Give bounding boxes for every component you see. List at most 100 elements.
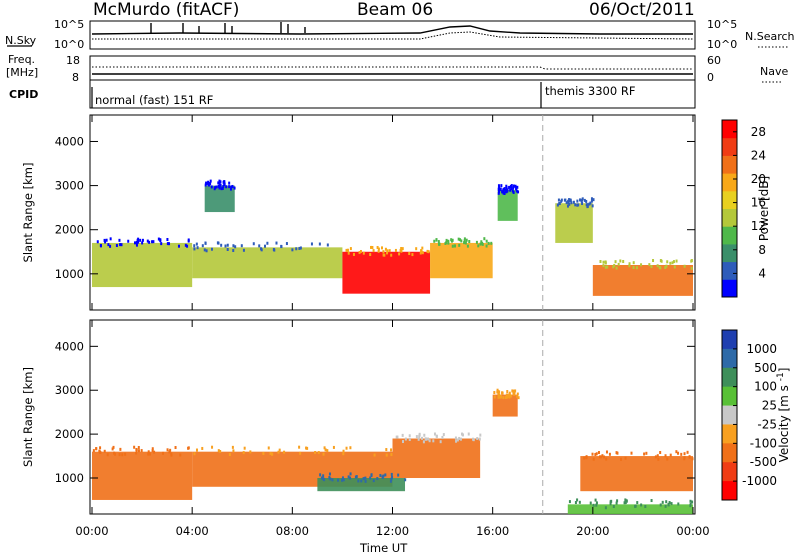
echo-speckle xyxy=(666,260,669,264)
echo-speckle xyxy=(342,478,345,482)
echo-speckle xyxy=(628,262,631,266)
echo-speckle xyxy=(516,185,519,189)
date-title: 06/Oct/2011 xyxy=(589,0,695,20)
echo-speckle xyxy=(560,198,563,202)
power-colorbar-label: 8 xyxy=(758,243,766,257)
echo-speckle xyxy=(570,201,573,205)
beam-title: Beam 06 xyxy=(357,0,433,20)
echo-speckle xyxy=(589,501,592,505)
echo-speckle xyxy=(478,437,481,441)
echo-speckle xyxy=(450,239,453,243)
echo-speckle xyxy=(228,453,231,457)
freq-unit-label: [MHz] xyxy=(6,66,38,79)
echo-speckle xyxy=(305,446,308,450)
echo-speckle xyxy=(612,504,615,508)
echo-speckle xyxy=(590,199,593,203)
power-colorbar-swatch xyxy=(722,173,737,192)
echo-speckle xyxy=(222,184,225,188)
echo-speckle xyxy=(398,252,401,256)
echo-speckle xyxy=(591,452,594,456)
echo-speckle xyxy=(153,450,156,454)
y-tick-label: 1000 xyxy=(55,267,84,281)
echo-speckle xyxy=(517,396,520,400)
echo-speckle xyxy=(625,499,628,503)
echo-speckle xyxy=(568,202,571,206)
echo-speckle xyxy=(475,240,478,244)
echo-speckle xyxy=(214,186,217,190)
echo-speckle xyxy=(592,503,595,507)
echo-speckle xyxy=(168,242,171,246)
x-tick-label: 12:00 xyxy=(376,524,409,538)
echo-speckle xyxy=(174,446,177,450)
echo-speckle xyxy=(218,179,221,183)
echo-speckle xyxy=(151,449,154,453)
echo-speckle xyxy=(600,455,603,459)
velocity-colorbar-swatch xyxy=(722,405,737,425)
echo-speckle xyxy=(211,445,214,449)
echo-speckle xyxy=(319,473,322,477)
nsky-panel xyxy=(89,20,696,50)
echo-speckle xyxy=(166,242,169,246)
echo-speckle xyxy=(499,394,502,398)
echo-speckle xyxy=(664,504,667,508)
echo-speckle xyxy=(503,191,506,195)
velocity-colorbar-swatch xyxy=(722,367,737,388)
echo-speckle xyxy=(428,439,431,443)
echo-speckle xyxy=(497,392,500,396)
echo-speckle xyxy=(137,240,140,244)
x-tick-label: 00:00 xyxy=(75,524,108,538)
echo-speckle xyxy=(451,244,454,248)
echo-speckle xyxy=(485,244,488,248)
echo-speckle xyxy=(654,455,657,459)
echo-speckle xyxy=(672,260,675,264)
echo-speckle xyxy=(505,184,508,188)
echo-speckle xyxy=(224,244,227,248)
echo-speckle xyxy=(267,446,270,450)
echo-speckle xyxy=(424,437,427,441)
echo-speckle xyxy=(686,450,689,454)
echo-speckle xyxy=(107,243,110,247)
echo-speckle xyxy=(458,436,461,440)
echo-speckle xyxy=(151,240,154,244)
echo-speckle xyxy=(262,451,265,455)
echo-speckle xyxy=(390,472,393,476)
echo-speckle xyxy=(112,445,115,449)
echo-speckle xyxy=(207,183,210,187)
echo-speckle xyxy=(502,396,505,400)
echo-speckle xyxy=(613,263,616,267)
echo-speckle xyxy=(310,242,313,246)
time-axis: 00:00 04:00 08:00 12:00 16:00 20:00 00:00 xyxy=(75,524,709,538)
echo-speckle xyxy=(493,395,496,399)
echo-speckle xyxy=(162,451,165,455)
echo-speckle xyxy=(228,185,231,189)
velocity-colorbar-swatch xyxy=(722,424,737,444)
echo-region-1-2 xyxy=(392,438,481,479)
echo-speckle xyxy=(349,476,352,480)
echo-speckle xyxy=(567,199,570,203)
echo-speckle xyxy=(99,451,102,455)
echo-speckle xyxy=(433,239,436,243)
echo-speckle xyxy=(337,478,340,482)
echo-speckle xyxy=(609,502,612,506)
echo-speckle xyxy=(322,474,325,478)
echo-speckle xyxy=(217,181,220,185)
echo-speckle xyxy=(659,259,662,263)
velocity-colorbar-label: 500 xyxy=(754,361,777,375)
echo-speckle xyxy=(447,241,450,245)
echo-speckle xyxy=(497,184,500,188)
echo-speckle xyxy=(504,395,507,399)
echo-speckle xyxy=(624,501,627,505)
freq-tick-top: 18 xyxy=(66,54,80,67)
echo-speckle xyxy=(415,435,418,439)
echo-speckle xyxy=(229,187,232,191)
echo-speckle xyxy=(557,198,560,202)
echo-speckle xyxy=(269,451,272,455)
echo-speckle xyxy=(689,499,692,503)
echo-speckle xyxy=(667,503,670,507)
echo-speckle xyxy=(664,454,667,458)
echo-speckle xyxy=(103,238,106,242)
echo-speckle xyxy=(114,452,117,456)
echo-speckle xyxy=(357,479,360,483)
echo-speckle xyxy=(324,448,327,452)
echo-speckle xyxy=(384,473,387,477)
